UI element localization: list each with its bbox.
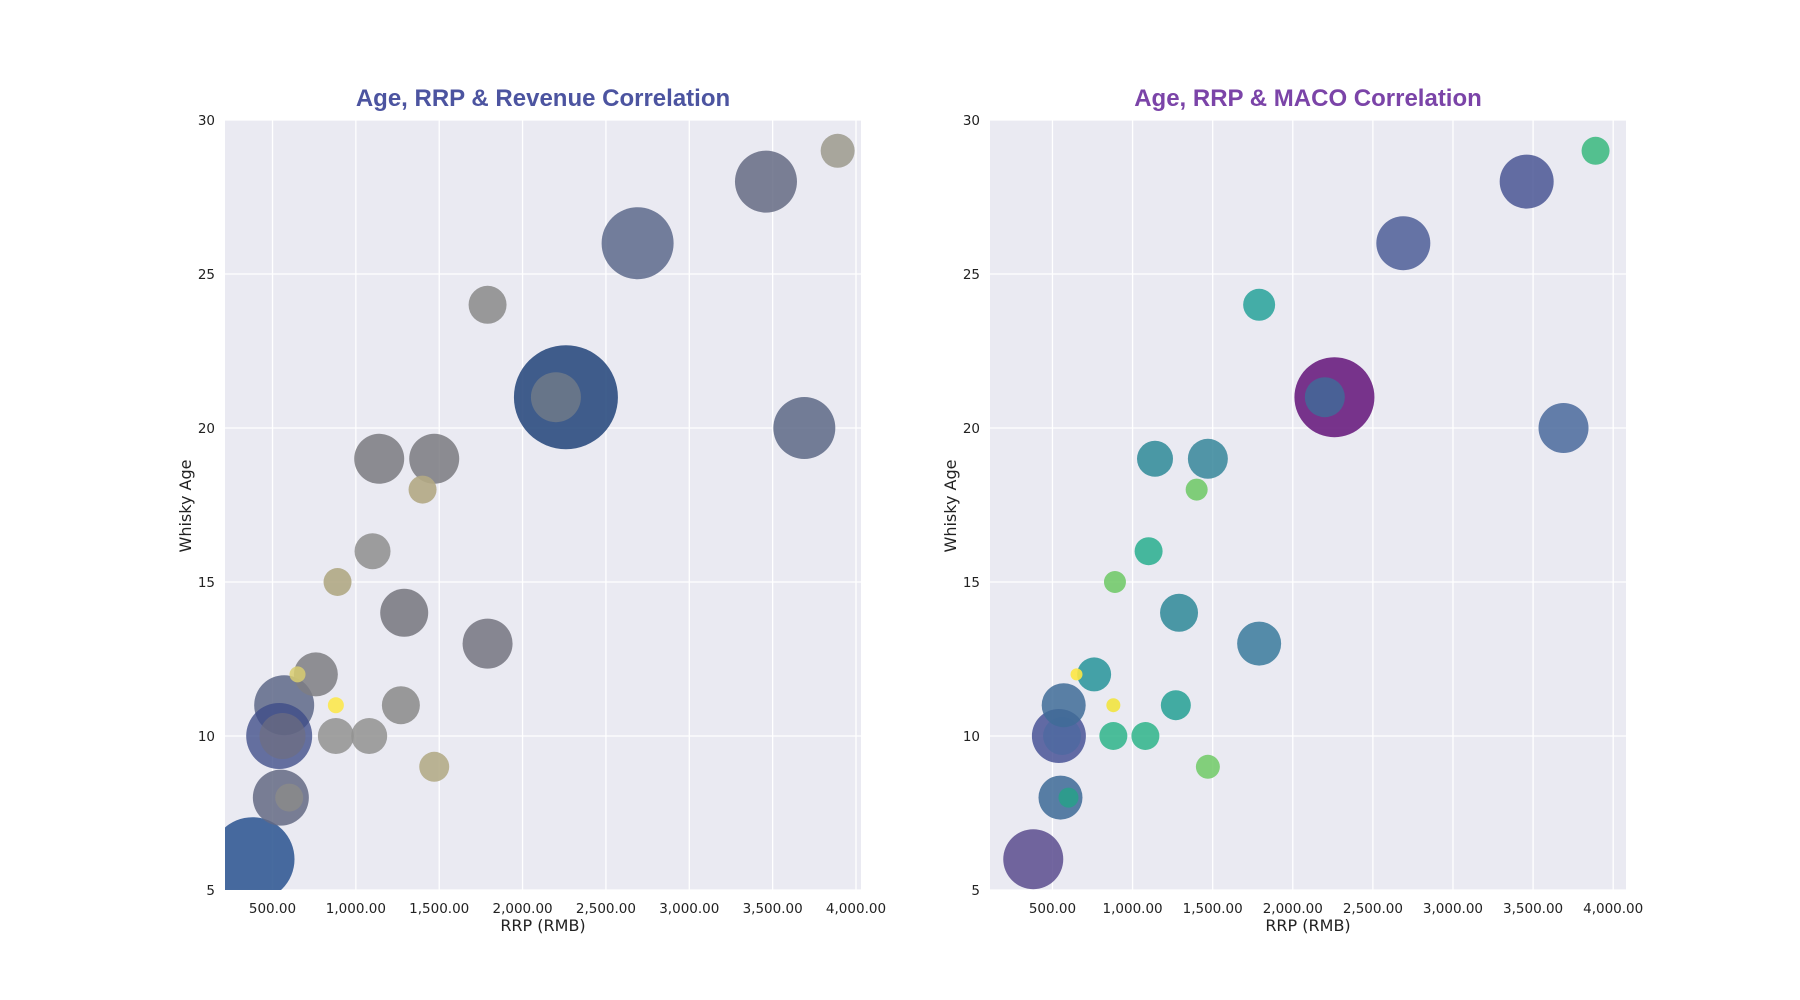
bubble-point (1499, 154, 1554, 209)
x-tick-label: 1,500.00 (409, 901, 469, 917)
bubble-point (1131, 722, 1160, 750)
bubble-point (1187, 438, 1228, 479)
bubble-point (1077, 657, 1112, 692)
x-tick-label: 4,000.00 (1583, 901, 1643, 917)
bubble-point (1195, 754, 1220, 779)
gridlines-revenue (225, 119, 861, 891)
y-tick-label: 25 (963, 267, 980, 283)
x-tick-label: 2,000.00 (493, 901, 553, 917)
bubble-point (1160, 690, 1191, 721)
bubble-point (259, 713, 306, 759)
y-axis-label-maco: Whisky Age (941, 460, 960, 553)
bubble-point (323, 568, 352, 596)
x-tick-label: 2,000.00 (1263, 901, 1323, 917)
bubble-point (1185, 478, 1208, 501)
chart-revenue: Age, RRP & Revenue Correlation 500.00 1,0… (176, 85, 886, 935)
x-tick-label: 2,500.00 (576, 901, 636, 917)
bubble-point (1538, 403, 1589, 453)
bubble-point (530, 372, 581, 423)
chart-maco: Age, RRP & MACO Correlation 500.00 1,000.… (941, 85, 1643, 935)
bubble-point (1070, 668, 1083, 681)
bubble-point (225, 817, 295, 890)
bubble-point (773, 397, 836, 459)
y-tick-label: 5 (206, 883, 215, 899)
x-tick-label: 4,000.00 (826, 901, 886, 917)
bubble-point (354, 533, 391, 570)
y-tick-label: 30 (198, 113, 215, 129)
bubble-point (1043, 717, 1082, 755)
bubble-point (1137, 440, 1174, 477)
bubble-point (317, 718, 354, 754)
bubble-point (381, 686, 420, 725)
x-axis-label-revenue: RRP (RMB) (500, 916, 585, 935)
x-tick-label: 500.00 (1029, 901, 1076, 917)
bubble-point (1058, 787, 1079, 808)
chart-title-maco: Age, RRP & MACO Correlation (1134, 85, 1482, 112)
bubble-point (1134, 537, 1163, 566)
y-axis-label-revenue: Whisky Age (176, 460, 195, 553)
x-tick-label: 2,500.00 (1343, 901, 1403, 917)
y-tick-label: 25 (198, 267, 215, 283)
bubble-point (289, 666, 306, 683)
y-tick-label: 15 (963, 575, 980, 591)
y-tick-label: 10 (198, 729, 215, 745)
x-tick-label: 3,000.00 (659, 901, 719, 917)
bubble-point (1106, 698, 1121, 713)
bubble-point (1304, 377, 1345, 418)
y-tick-label: 5 (971, 883, 980, 899)
points-maco (1003, 136, 1610, 890)
bubble-point (468, 285, 507, 324)
bubble-point (1099, 722, 1128, 750)
y-tick-label: 10 (963, 729, 980, 745)
chart-title-revenue: Age, RRP & Revenue Correlation (356, 85, 730, 112)
bubble-point (462, 618, 513, 669)
x-tick-label: 1,000.00 (1103, 901, 1163, 917)
bubble-point (1160, 593, 1199, 632)
bubble-point (1243, 288, 1276, 321)
gridlines-maco (990, 119, 1626, 891)
bubble-point (409, 433, 460, 484)
y-tick-label: 30 (963, 113, 980, 129)
x-tick-label: 1,500.00 (1183, 901, 1243, 917)
bubble-point (1237, 621, 1282, 666)
bubble-point (293, 652, 338, 697)
bubble-point (275, 783, 304, 812)
bubble-point (820, 133, 855, 168)
x-tick-label: 1,000.00 (326, 901, 386, 917)
bubble-point (380, 588, 429, 637)
bubble-point (601, 207, 674, 280)
bubble-point (354, 433, 405, 484)
y-tick-label: 20 (198, 421, 215, 437)
bubble-point (1003, 829, 1064, 890)
y-tick-label: 15 (198, 575, 215, 591)
x-tick-label: 3,000.00 (1423, 901, 1483, 917)
x-tick-label: 500.00 (249, 901, 296, 917)
bubble-point (734, 150, 797, 213)
bubble-point (327, 697, 344, 714)
tick-labels-revenue: 500.00 1,000.00 1,500.00 2,000.00 2,500.00 3,… (198, 113, 886, 917)
bubble-point (419, 751, 450, 782)
x-tick-label: 3,500.00 (1503, 901, 1563, 917)
plot-area-revenue (225, 120, 861, 890)
y-tick-label: 20 (963, 421, 980, 437)
bubble-point (351, 718, 388, 754)
bubble-point (408, 475, 437, 504)
bubble-point (1376, 216, 1431, 271)
x-axis-label-maco: RRP (RMB) (1265, 916, 1350, 935)
bubble-point (1103, 571, 1126, 593)
tick-labels-maco: 500.00 1,000.00 1,500.00 2,000.00 2,500.00 3,… (963, 113, 1643, 917)
bubble-point (1581, 136, 1610, 165)
x-tick-label: 3,500.00 (743, 901, 803, 917)
points-revenue (225, 133, 855, 890)
bubble-point (1041, 683, 1086, 728)
plot-area-maco (990, 120, 1626, 890)
